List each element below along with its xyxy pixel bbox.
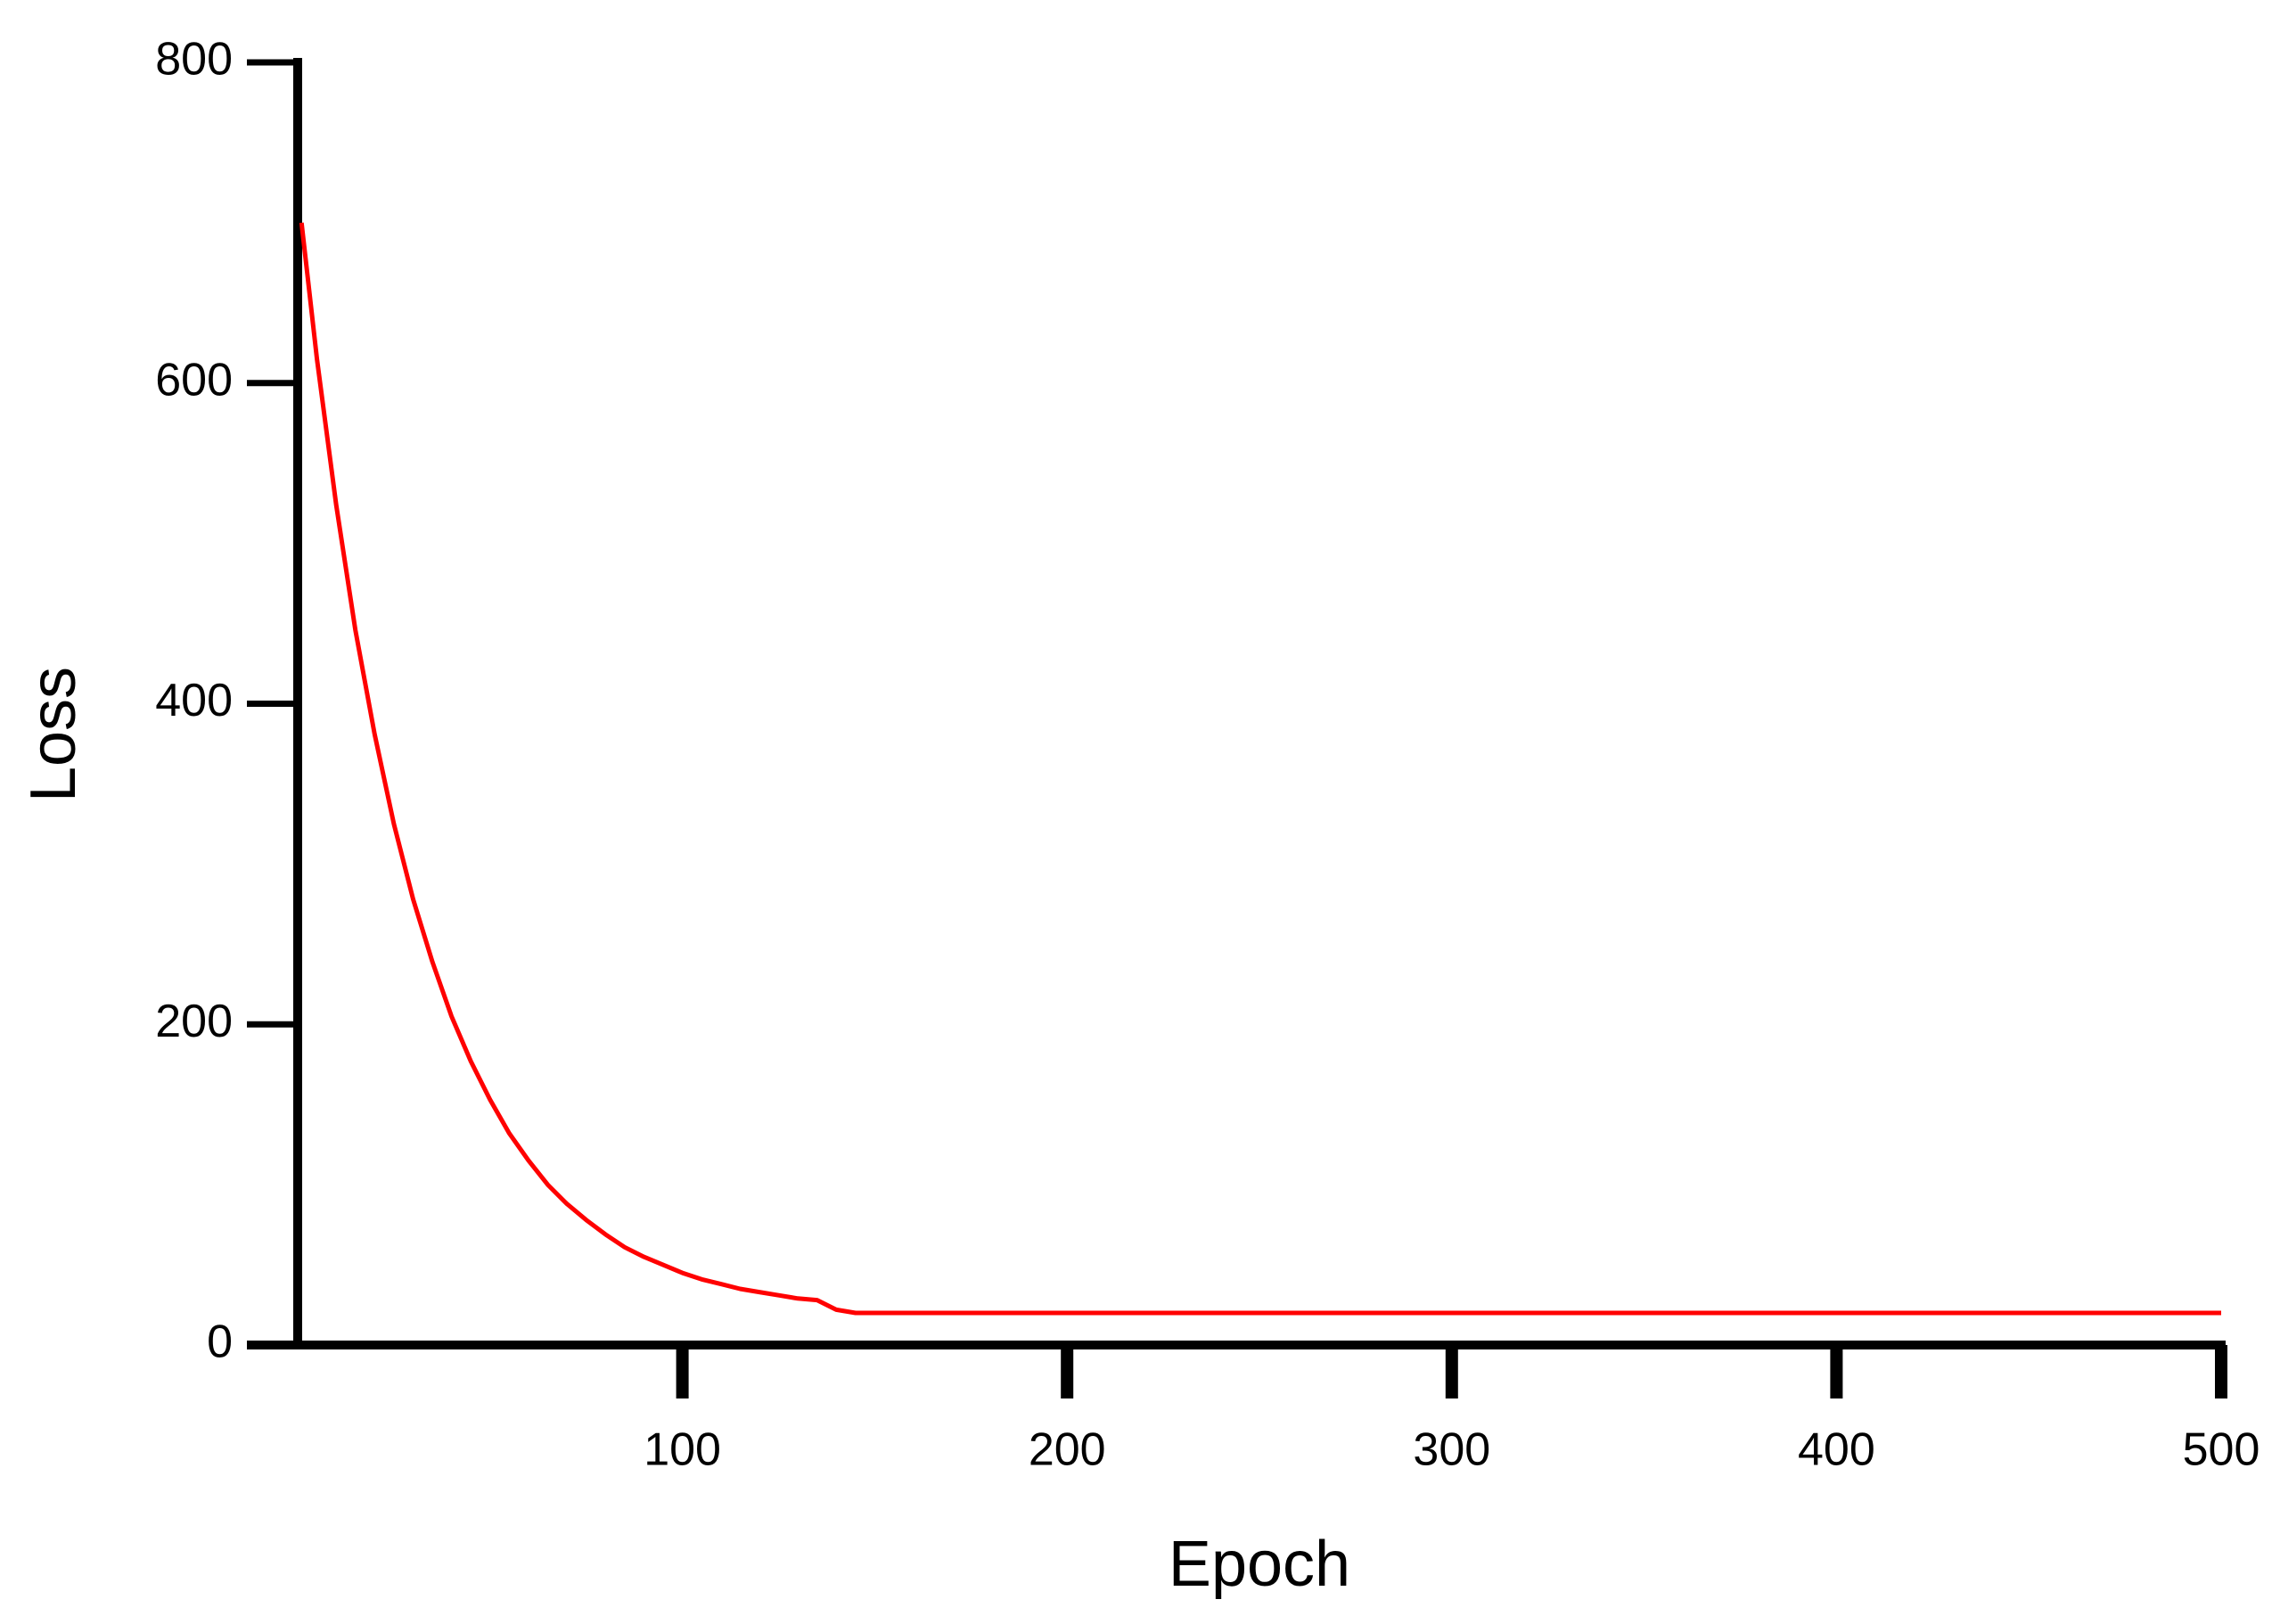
x-tick-label: 500: [2183, 1424, 2260, 1476]
x-axis-label: Epoch: [1169, 1529, 1350, 1600]
y-axis-label: Loss: [18, 667, 89, 802]
y-tick-label: 0: [207, 1316, 233, 1368]
y-tick-label: 400: [155, 675, 233, 726]
x-tick-label: 200: [1029, 1424, 1106, 1476]
y-tick-label: 800: [155, 34, 233, 86]
loss-line: [299, 222, 2221, 1316]
y-tick-label: 600: [155, 354, 233, 406]
x-tick-label: 400: [1798, 1424, 1875, 1476]
y-tick-label: 200: [155, 996, 233, 1047]
x-tick-label: 300: [1413, 1424, 1490, 1476]
x-tick-label: 100: [644, 1424, 721, 1476]
